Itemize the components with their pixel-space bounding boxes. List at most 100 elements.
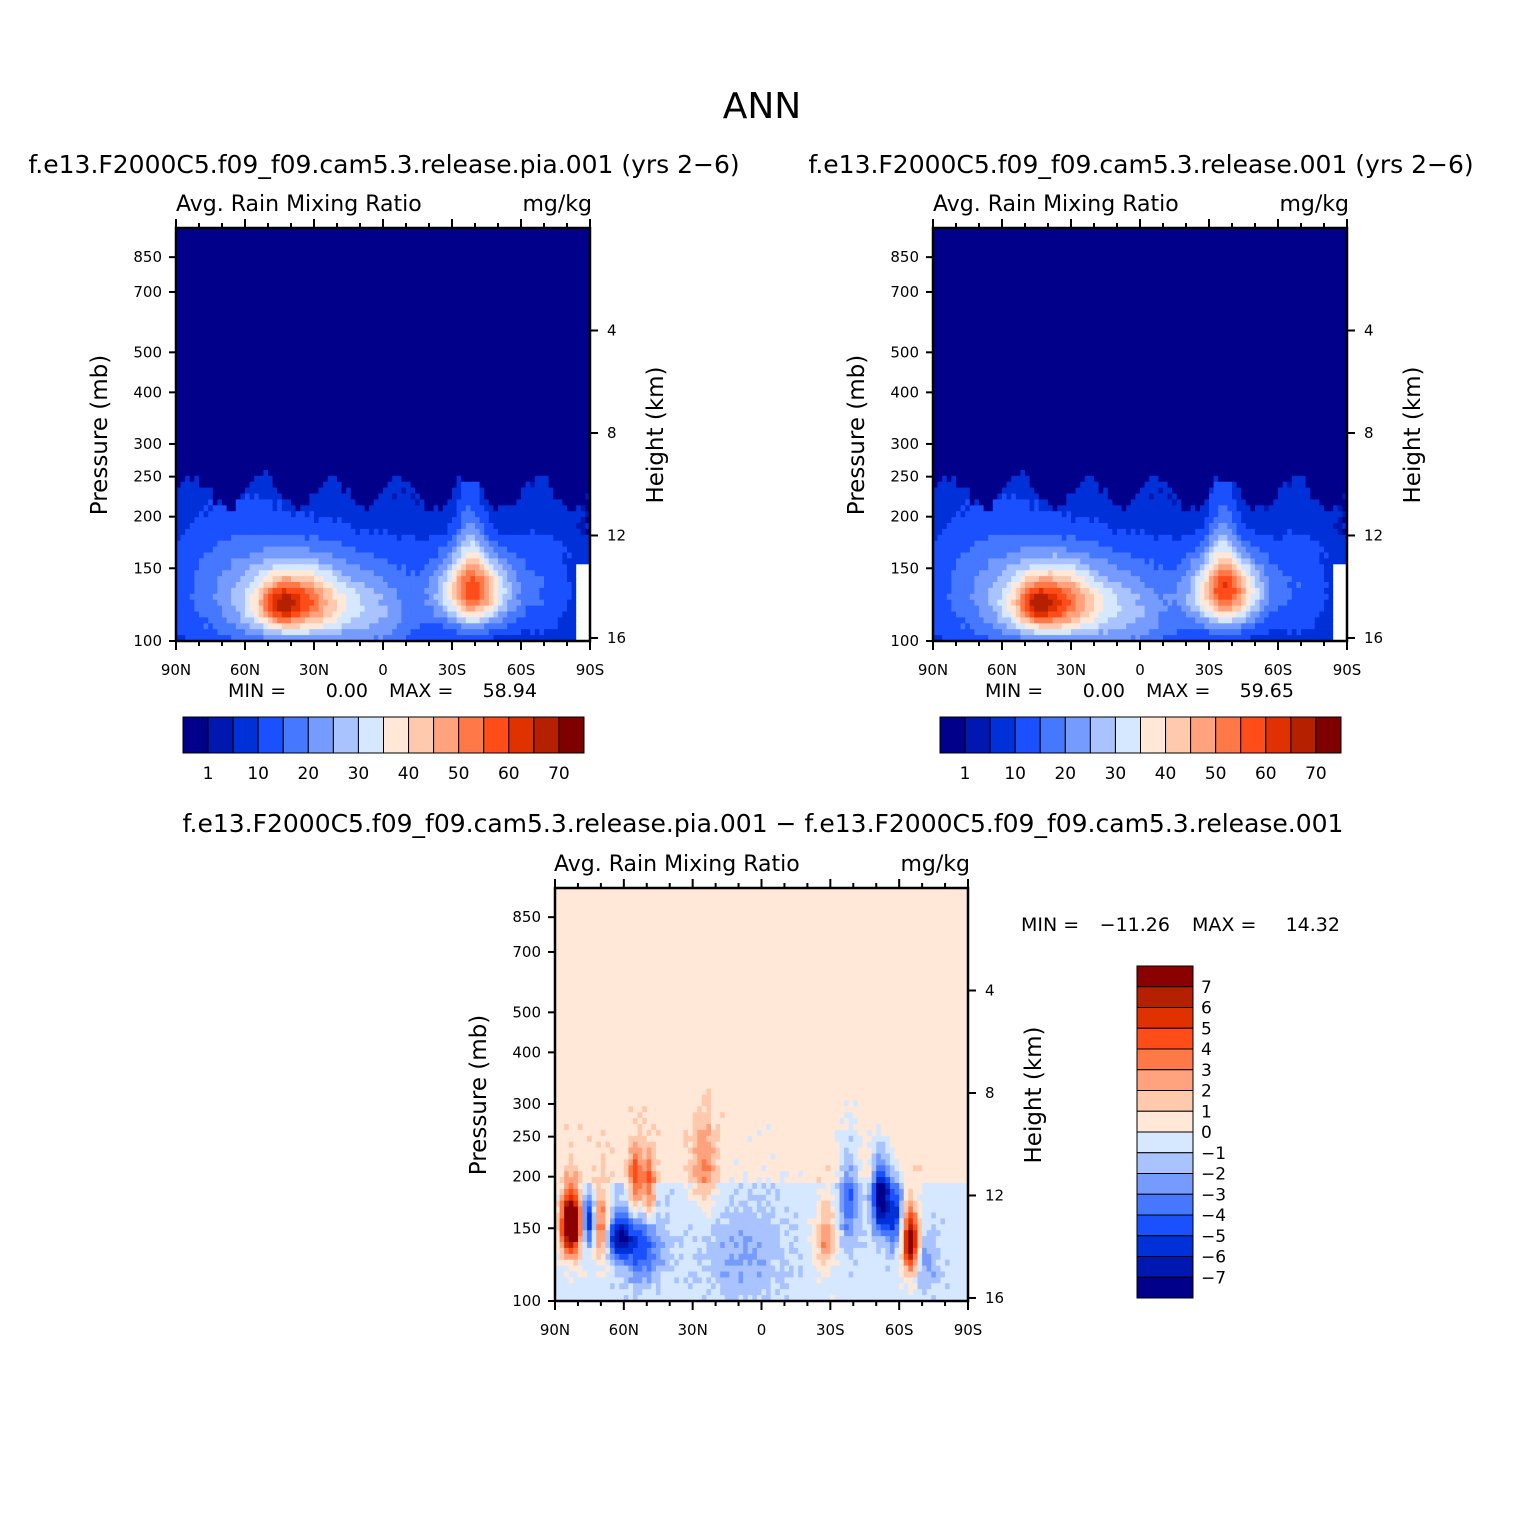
contour-cell <box>365 258 370 265</box>
contour-cell <box>236 340 241 347</box>
contour-cell <box>222 458 227 465</box>
contour-cell <box>250 582 255 589</box>
contour-cell <box>314 258 319 265</box>
contour-cell <box>305 234 310 241</box>
contour-cell <box>194 505 199 512</box>
contour-cell <box>337 358 342 365</box>
contour-cell <box>259 263 264 270</box>
contour-cell <box>314 517 319 524</box>
contour-cell <box>208 387 213 394</box>
contour-cell <box>328 617 333 624</box>
contour-cell <box>397 376 402 383</box>
contour-cell <box>406 558 411 565</box>
contour-cell <box>222 600 227 607</box>
contour-cell <box>438 588 443 595</box>
contour-cell <box>240 305 245 312</box>
contour-cell <box>236 263 241 270</box>
contour-cell <box>240 281 245 288</box>
contour-cell <box>194 470 199 477</box>
contour-cell <box>401 352 406 359</box>
contour-cell <box>291 435 296 442</box>
contour-cell <box>346 334 351 341</box>
contour-cell <box>217 482 222 489</box>
contour-cell <box>415 334 420 341</box>
contour-cell <box>424 393 429 400</box>
contour-cell <box>328 517 333 524</box>
contour-cell <box>415 305 420 312</box>
contour-cell <box>309 464 314 471</box>
contour-cell <box>323 612 328 619</box>
contour-cell <box>208 399 213 406</box>
contour-cell <box>401 494 406 501</box>
contour-cell <box>314 553 319 560</box>
contour-cell <box>314 234 319 241</box>
contour-cell <box>263 328 268 335</box>
contour-cell <box>351 405 356 412</box>
contour-cell <box>355 269 360 276</box>
contour-cell <box>397 281 402 288</box>
contour-cell <box>420 440 425 447</box>
contour-cell <box>217 311 222 318</box>
contour-cell <box>365 511 370 518</box>
contour-cell <box>346 305 351 312</box>
contour-cell <box>296 553 301 560</box>
contour-cell <box>332 405 337 412</box>
contour-cell <box>346 547 351 554</box>
contour-cell <box>388 576 393 583</box>
contour-cell <box>342 281 347 288</box>
contour-cell <box>411 417 416 424</box>
contour-cell <box>337 299 342 306</box>
contour-cell <box>254 423 259 430</box>
contour-cell <box>388 440 393 447</box>
contour-cell <box>438 558 443 565</box>
contour-cell <box>346 435 351 442</box>
contour-cell <box>268 494 273 501</box>
contour-cell <box>383 358 388 365</box>
contour-cell <box>319 370 324 377</box>
contour-cell <box>259 482 264 489</box>
contour-cell <box>429 346 434 353</box>
contour-cell <box>323 263 328 270</box>
contour-cell <box>360 358 365 365</box>
contour-cell <box>305 570 310 577</box>
contour-cell <box>217 564 222 571</box>
contour-cell <box>296 429 301 436</box>
contour-cell <box>268 558 273 565</box>
contour-cell <box>245 582 250 589</box>
contour-cell <box>273 499 278 506</box>
contour-cell <box>199 246 204 253</box>
contour-cell <box>369 541 374 548</box>
contour-cell <box>328 287 333 294</box>
contour-cell <box>291 612 296 619</box>
contour-cell <box>245 423 250 430</box>
contour-cell <box>374 499 379 506</box>
contour-cell <box>411 263 416 270</box>
contour-cell <box>401 317 406 324</box>
contour-cell <box>204 523 209 530</box>
contour-cell <box>438 263 443 270</box>
contour-cell <box>401 440 406 447</box>
contour-cell <box>217 287 222 294</box>
contour-cell <box>415 328 420 335</box>
contour-cell <box>204 423 209 430</box>
contour-cell <box>374 517 379 524</box>
contour-cell <box>208 429 213 436</box>
contour-cell <box>319 287 324 294</box>
contour-cell <box>411 358 416 365</box>
contour-cell <box>429 440 434 447</box>
contour-cell <box>291 370 296 377</box>
contour-cell <box>222 281 227 288</box>
contour-cell <box>378 558 383 565</box>
contour-cell <box>181 393 186 400</box>
contour-cell <box>291 381 296 388</box>
contour-cell <box>282 328 287 335</box>
contour-cell <box>282 612 287 619</box>
contour-cell <box>236 322 241 329</box>
contour-cell <box>190 281 195 288</box>
contour-cell <box>204 458 209 465</box>
contour-cell <box>204 600 209 607</box>
contour-cell <box>346 535 351 542</box>
contour-cell <box>204 281 209 288</box>
contour-cell <box>314 370 319 377</box>
contour-cell <box>415 381 420 388</box>
